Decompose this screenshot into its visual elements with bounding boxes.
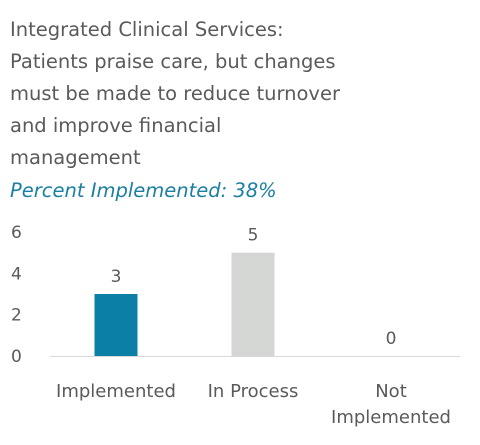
y-tick-label: 6 bbox=[11, 223, 22, 243]
y-tick-label: 4 bbox=[11, 264, 22, 284]
category-label: In Process bbox=[208, 381, 299, 402]
title-line: Patients praise care, but changes bbox=[10, 50, 336, 73]
y-tick-label: 0 bbox=[11, 347, 22, 367]
category-label: Implemented bbox=[56, 381, 176, 402]
title-line: management bbox=[10, 146, 141, 169]
data-label: 3 bbox=[111, 267, 122, 287]
title-line: and improve financial bbox=[10, 114, 222, 137]
category-label: Not bbox=[375, 381, 407, 402]
data-label: 5 bbox=[248, 226, 259, 246]
chart-title: Integrated Clinical Services: Patients p… bbox=[10, 14, 390, 174]
category-label: Implemented bbox=[331, 407, 451, 428]
bar bbox=[94, 294, 138, 356]
bar bbox=[231, 252, 275, 356]
title-line: Integrated Clinical Services: bbox=[10, 18, 284, 41]
chart-subtitle: Percent Implemented: 38% bbox=[10, 179, 277, 202]
data-label: 0 bbox=[386, 329, 397, 349]
title-line: must be made to reduce turnover bbox=[10, 82, 340, 105]
y-tick-label: 2 bbox=[11, 306, 22, 326]
